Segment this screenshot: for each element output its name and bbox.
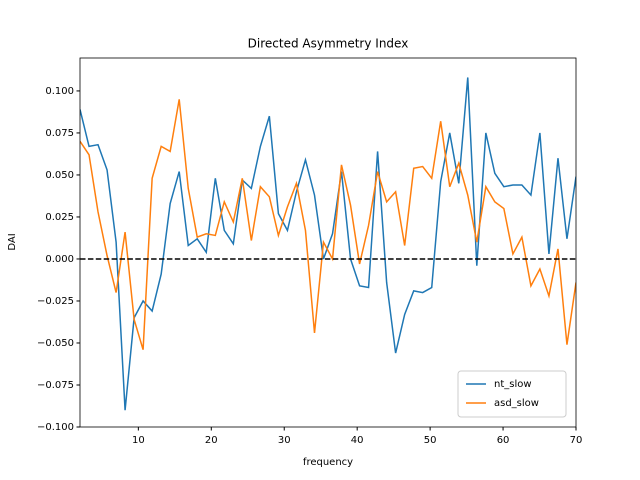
y-tick-label: 0.075 bbox=[45, 128, 74, 139]
legend-label: nt_slow bbox=[494, 379, 532, 390]
y-tick-label: 0.050 bbox=[45, 170, 74, 181]
x-tick-label: 70 bbox=[570, 435, 583, 446]
y-tick-label: 0.025 bbox=[45, 212, 74, 223]
y-tick-label: −0.050 bbox=[37, 338, 74, 349]
x-tick-label: 50 bbox=[424, 435, 437, 446]
y-axis-label: DAI bbox=[7, 233, 18, 250]
x-tick-label: 10 bbox=[132, 435, 145, 446]
y-tick-label: −0.075 bbox=[37, 380, 74, 391]
y-tick-label: −0.025 bbox=[37, 296, 74, 307]
y-tick-label: 0.100 bbox=[45, 86, 74, 97]
x-tick-label: 40 bbox=[351, 435, 364, 446]
legend-label: asd_slow bbox=[494, 398, 539, 409]
series-line bbox=[80, 77, 576, 411]
legend-box bbox=[457, 370, 567, 418]
y-tick-label: −0.100 bbox=[37, 422, 74, 433]
x-tick-label: 20 bbox=[205, 435, 218, 446]
series-line bbox=[80, 99, 576, 350]
chart-title: Directed Asymmetry Index bbox=[248, 37, 409, 51]
x-tick-label: 60 bbox=[497, 435, 510, 446]
x-tick-label: 30 bbox=[278, 435, 291, 446]
x-axis-label: frequency bbox=[303, 457, 353, 468]
plot-frame bbox=[79, 57, 577, 428]
y-tick-label: 0.000 bbox=[45, 254, 74, 265]
